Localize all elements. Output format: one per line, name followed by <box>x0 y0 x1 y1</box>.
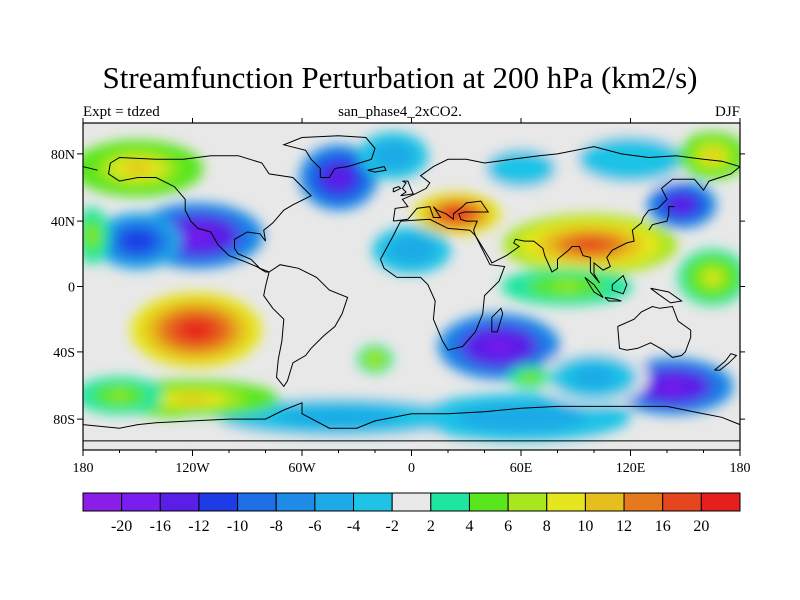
field-contour-19-4 <box>110 391 129 400</box>
x-tick-label: 60W <box>288 461 316 476</box>
colorbar-box <box>430 492 470 512</box>
coastline-5 <box>393 166 740 284</box>
coastline-1 <box>263 264 349 388</box>
colorbar-label: 20 <box>693 518 709 535</box>
field-contour-11-4 <box>617 153 644 166</box>
field-contour-6-4 <box>674 200 689 210</box>
colorbar-box <box>121 492 161 512</box>
colorbar-label: -4 <box>347 518 360 535</box>
colorbar-box <box>623 492 664 512</box>
x-axis: 180 120W 60W 0 60E 120E 180 <box>73 118 751 476</box>
x-tick-label: 0 <box>408 461 415 476</box>
y-tick-label: 80N <box>51 148 75 163</box>
colorbar-box <box>468 492 509 512</box>
field-contour-16-4 <box>124 162 151 175</box>
colorbar-box <box>159 492 200 512</box>
field-contour-3-4 <box>386 150 401 161</box>
colorbar-label: 8 <box>543 518 551 535</box>
x-tick-label: 60E <box>510 461 533 476</box>
y-tick-label: 40N <box>51 215 75 230</box>
colorbar-label: 2 <box>427 518 435 535</box>
coastline-13 <box>650 287 683 304</box>
field-contour-17-4 <box>705 150 720 161</box>
coastline-17 <box>367 166 387 173</box>
coastline-8 <box>282 135 376 178</box>
colorbar-box <box>275 492 316 512</box>
field-contour-20-4 <box>705 271 720 284</box>
x-tick-label: 120E <box>616 461 646 476</box>
colorbar-label: -8 <box>270 518 283 535</box>
colorbar-box <box>314 492 355 512</box>
field-contour-22-4 <box>371 356 379 363</box>
x-tick-label: 180 <box>73 461 94 476</box>
colorbar-label: 4 <box>465 518 473 535</box>
colorbar-label: 16 <box>655 518 671 535</box>
colorbar-label: -2 <box>386 518 399 535</box>
colorbar-label: 10 <box>577 518 593 535</box>
coastline-16 <box>392 186 402 193</box>
field-contour-23-4 <box>525 374 535 380</box>
colorbar-label: 12 <box>616 518 632 535</box>
colorbar-label: -20 <box>111 518 132 535</box>
coastline-15 <box>400 180 415 197</box>
colorbar-box <box>198 492 239 512</box>
field-contour-18-4 <box>174 395 211 403</box>
y-tick-label: 0 <box>68 281 75 296</box>
coastline-14 <box>714 353 738 371</box>
coastline-12 <box>611 274 628 295</box>
field-contour-10-4 <box>583 371 605 384</box>
field-contour-1-4 <box>128 235 147 247</box>
field-contour-5-4 <box>660 380 685 393</box>
coastlines <box>83 135 740 442</box>
field-contour-8-4 <box>307 412 370 423</box>
y-axis: 80N 40N 0 40S 80S <box>51 148 745 428</box>
colorbar-label: -10 <box>227 518 248 535</box>
colorbar-box <box>391 492 432 512</box>
colorbar-box <box>82 492 123 512</box>
experiment-label: Expt = tdzed <box>83 104 160 120</box>
colorbar-box <box>584 492 625 512</box>
field-contour-12-4 <box>512 163 530 174</box>
colorbar-box <box>237 492 277 512</box>
x-tick-label: 180 <box>730 461 751 476</box>
colorbar-label: 6 <box>504 518 512 535</box>
coastline-3 <box>392 146 740 222</box>
coastline-9 <box>648 206 675 231</box>
case-label: san_phase4_2xCO2. <box>338 104 462 120</box>
field-contour-0-4 <box>184 229 212 243</box>
field-contour-14-4 <box>572 238 608 251</box>
colorbar-box <box>353 492 393 512</box>
coastline-0 <box>107 155 312 273</box>
x-tick-label: 120W <box>175 461 210 476</box>
coastline-10 <box>584 277 604 298</box>
colorbar-box <box>507 492 548 512</box>
colorbar-box <box>700 492 741 512</box>
chart-title: Streamfunction Perturbation at 200 hPa (… <box>102 60 698 95</box>
field-contour-13-4 <box>183 322 210 338</box>
season-label: DJF <box>714 104 740 120</box>
colorbar-label: -12 <box>188 518 209 535</box>
coastline-2 <box>380 218 506 351</box>
colorbar-label: -6 <box>308 518 321 535</box>
coastline-11 <box>604 296 622 302</box>
coastline-6 <box>617 305 692 358</box>
y-tick-label: 80S <box>53 413 75 428</box>
colorbar-box <box>546 492 586 512</box>
field-contour-4-4 <box>486 339 512 354</box>
field-contour-15-4 <box>448 209 466 219</box>
field-contour-7-4 <box>403 245 420 255</box>
field-contour-2-4 <box>330 170 347 185</box>
colorbar-box <box>662 492 702 512</box>
colorbar-label: -16 <box>150 518 171 535</box>
coastline-7 <box>491 307 504 333</box>
coastline-18 <box>83 402 740 429</box>
coastline-4 <box>83 166 98 171</box>
field-contour-9-4 <box>499 412 543 423</box>
streamfunction-field <box>83 130 740 441</box>
field-contour-21-4 <box>88 229 96 242</box>
colorbar: -20 -16 -12 -10 -8 -6 -4 -2 2 4 6 8 10 12 16 20 <box>82 492 741 535</box>
field-contour-24-4 <box>553 282 580 291</box>
y-tick-label: 40S <box>53 346 75 361</box>
